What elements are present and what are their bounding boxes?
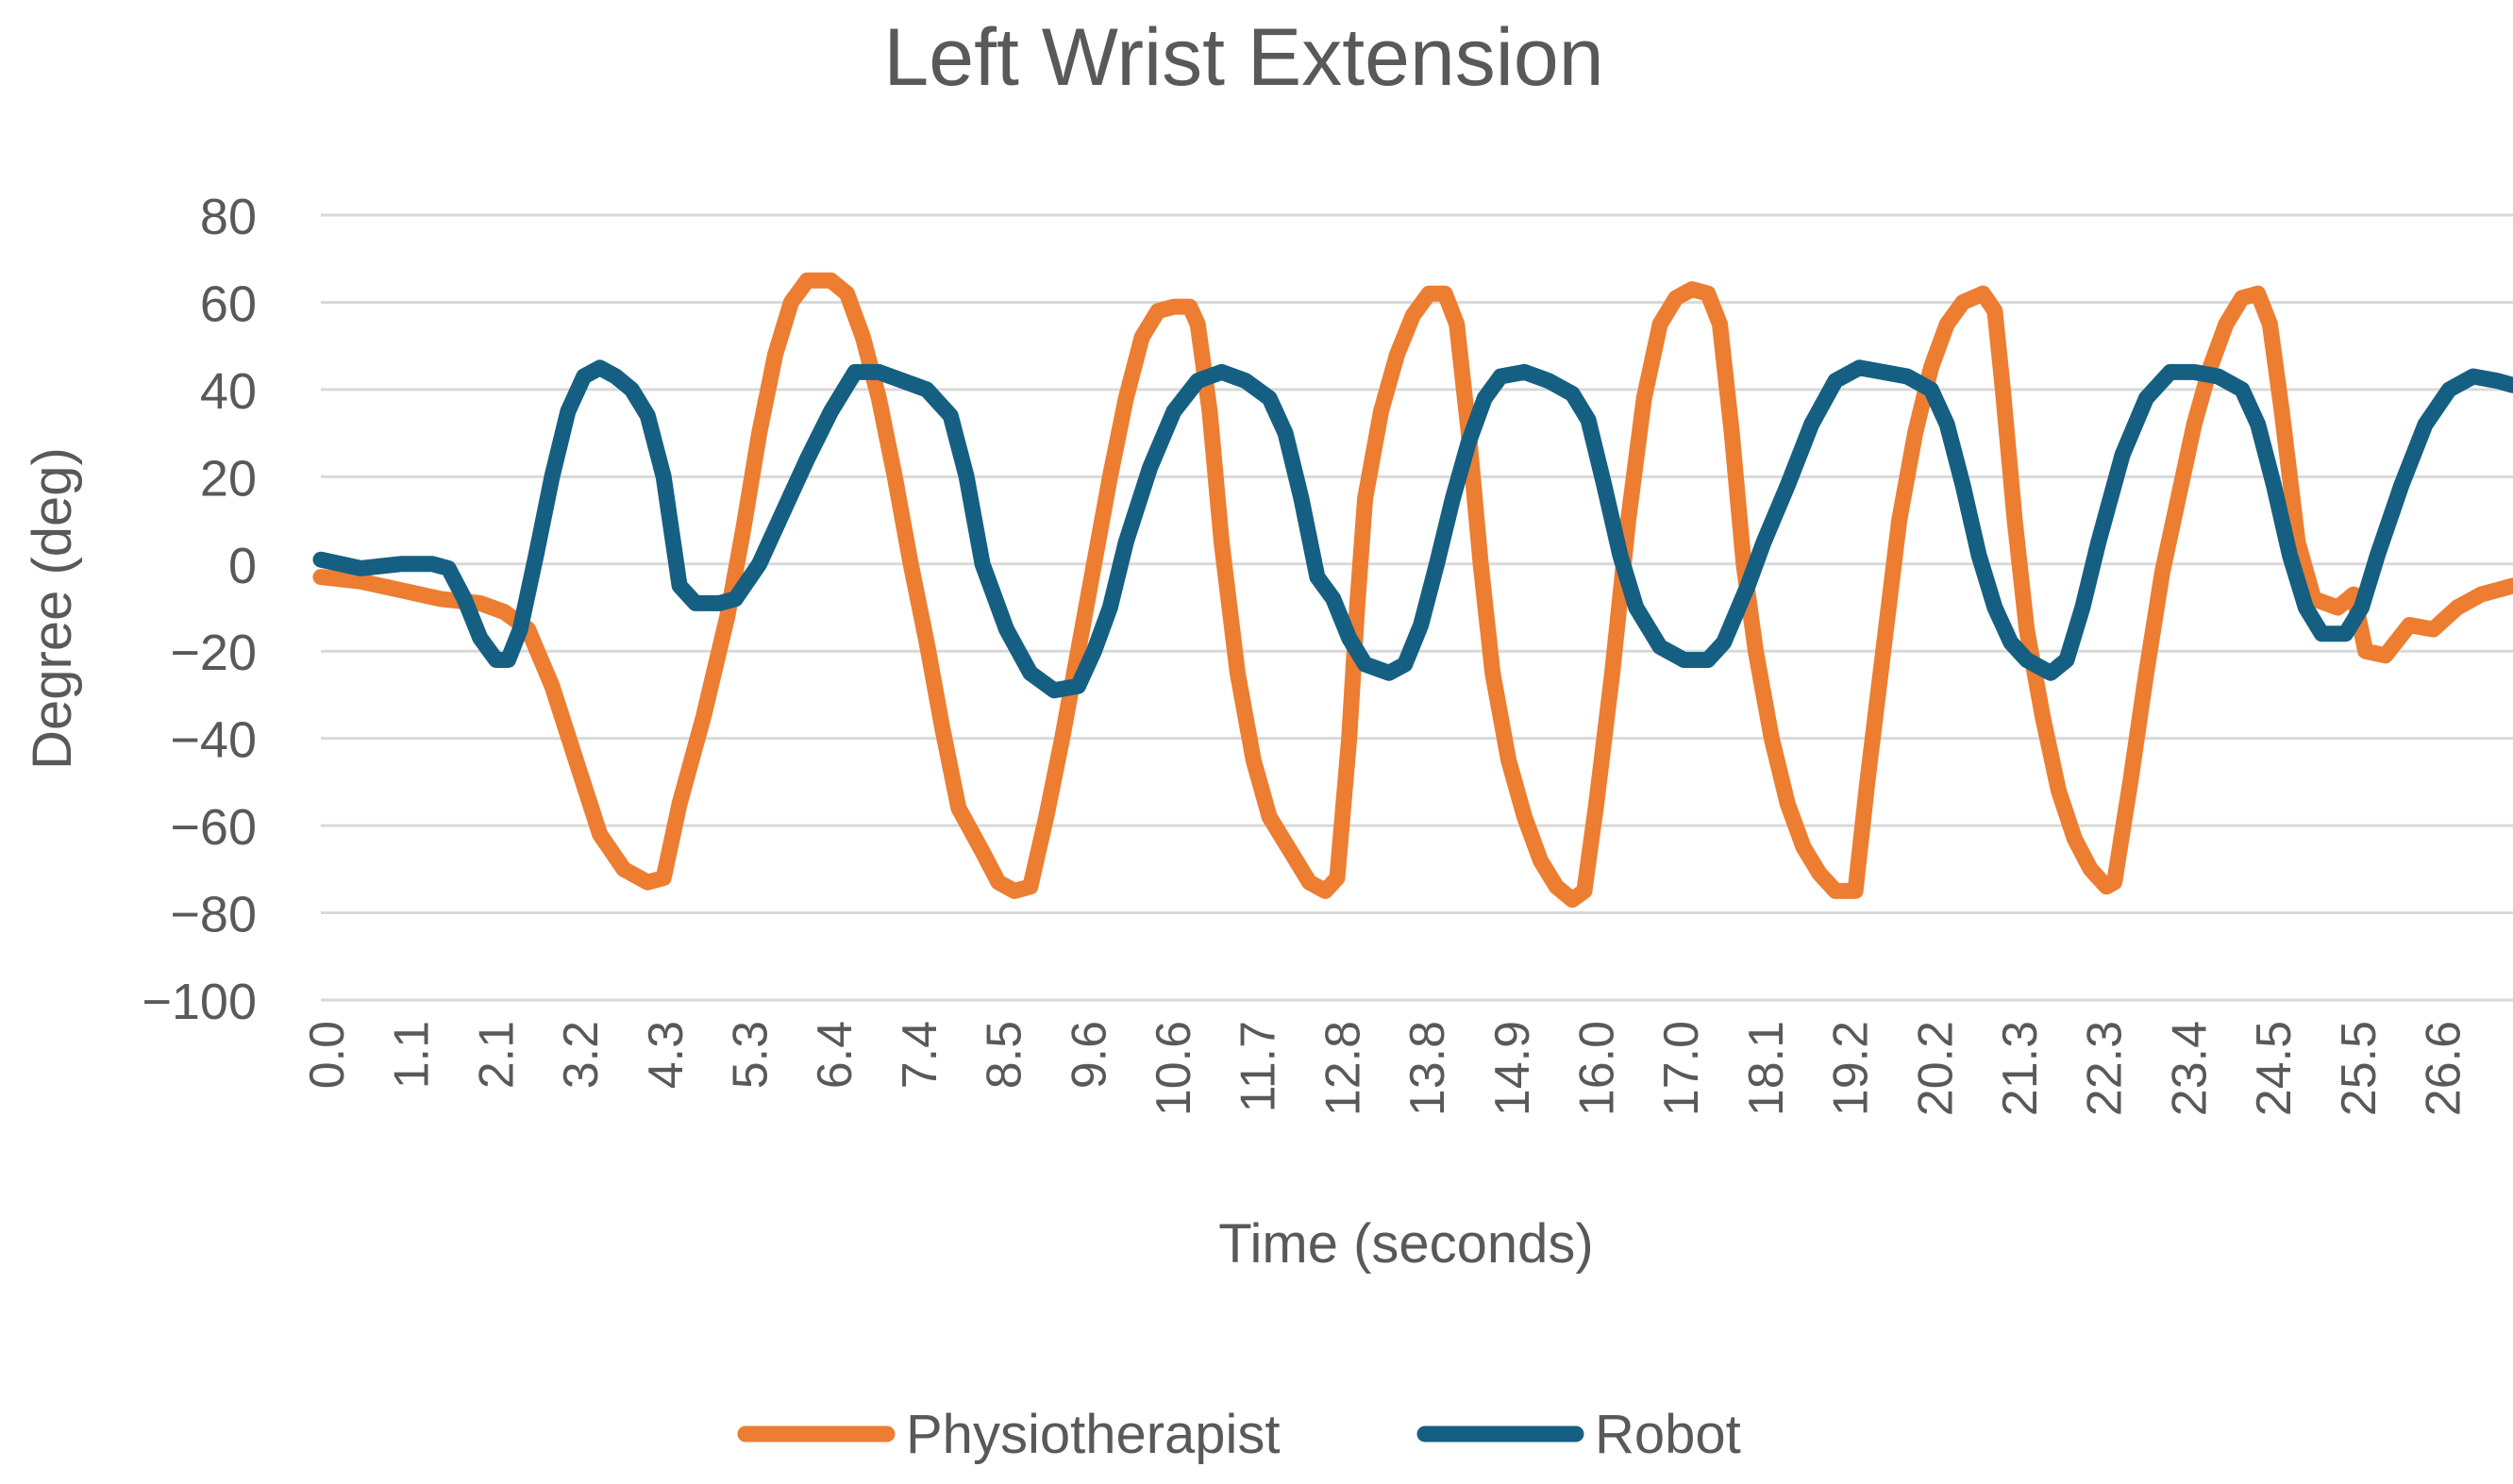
legend-label-robot: Robot [1595,1404,1741,1465]
x-tick-label: 1.1 [385,1021,440,1089]
y-tick-label: 60 [200,275,257,332]
series-line-robot [312,359,2513,699]
x-tick-label: 14.9 [1485,1021,1540,1116]
y-tick-label: 0 [228,538,257,594]
chart-title: Left Wrist Extension [883,12,1603,103]
y-tick-label: −80 [170,887,257,943]
x-tick-label: 19.2 [1824,1021,1879,1116]
x-tick-label: 13.8 [1400,1021,1455,1116]
x-tick-label: 2.1 [469,1021,524,1089]
x-tick-label: 0.0 [300,1021,355,1089]
y-tick-label: −60 [170,799,257,856]
x-tick-label: 16.0 [1570,1021,1625,1116]
x-axis-label: Time (seconds) [1218,1213,1594,1275]
series-lines [312,272,2513,909]
x-tick-label: 23.4 [2162,1021,2217,1116]
y-tick-label: 40 [200,363,257,420]
x-tick-label: 26.6 [2417,1021,2471,1116]
y-tick-label: −100 [142,974,257,1030]
y-tick-label: 20 [200,450,257,507]
x-tick-labels: 0.0 1.1 2.1 3.2 4.3 5.3 6.4 7.4 8.5 9.6 10.6 11.7 12… [300,1021,2471,1116]
x-tick-label: 25.5 [2332,1021,2387,1116]
y-tick-label: 80 [200,189,257,245]
y-axis-label: Degree (deg) [22,447,83,770]
x-tick-label: 5.3 [724,1021,779,1089]
x-tick-label: 3.2 [554,1021,609,1089]
y-tick-labels: 80 60 40 20 0 −20 −40 −60 −80 −100 [142,189,257,1030]
x-tick-label: 21.3 [1993,1021,2048,1116]
x-tick-label: 9.6 [1062,1021,1116,1089]
x-tick-label: 11.7 [1231,1021,1286,1112]
x-tick-label: 17.0 [1654,1021,1709,1116]
x-tick-label: 20.2 [1908,1021,1963,1116]
x-tick-label: 4.3 [639,1021,694,1089]
y-tick-label: −40 [170,712,257,769]
x-tick-label: 24.5 [2247,1021,2302,1116]
legend-label-physiotherapist: Physiotherapist [906,1404,1281,1465]
x-tick-label: 18.1 [1739,1021,1794,1116]
legend: Physiotherapist Robot [737,1404,1741,1465]
x-tick-label: 7.4 [893,1021,947,1089]
x-tick-label: 10.6 [1147,1021,1201,1116]
x-tick-label: 22.3 [2078,1021,2133,1116]
x-tick-label: 6.4 [808,1021,863,1089]
x-tick-label: 12.8 [1315,1021,1370,1116]
series-line-physiotherapist [312,272,2513,909]
x-tick-label: 8.5 [978,1021,1032,1089]
y-tick-label: −20 [170,625,257,681]
